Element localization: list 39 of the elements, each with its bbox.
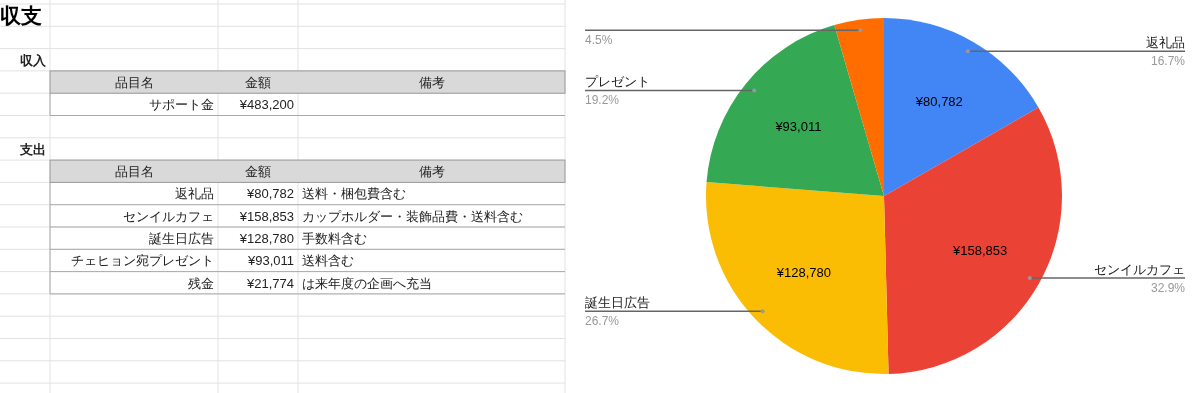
text: 備考 xyxy=(418,74,445,90)
text: 残金 xyxy=(188,275,214,291)
slice-label: センイルカフェ xyxy=(1094,262,1185,278)
text: 送料・梱包費含む xyxy=(302,186,406,202)
data-label: ¥128,780 xyxy=(775,264,832,280)
text: 支出 xyxy=(19,141,46,157)
text: 4.5% xyxy=(585,33,613,48)
data-label: ¥158,853 xyxy=(952,243,1008,259)
text: 手数料含む xyxy=(302,231,367,246)
text: 品目名 xyxy=(114,164,154,180)
text: 金額 xyxy=(245,74,271,90)
text: ¥158,853 xyxy=(238,208,294,224)
text: 備考 xyxy=(418,164,445,180)
text: 金額 xyxy=(245,164,271,180)
text: 26.7% xyxy=(585,314,620,329)
text: 32.9% xyxy=(1150,281,1186,296)
slice-label: 誕生日広告 xyxy=(585,295,650,311)
data-label: ¥80,782 xyxy=(914,93,963,109)
text: は来年度の企画へ充当 xyxy=(302,275,432,291)
text: ¥483,200 xyxy=(238,97,294,113)
text: 収支 xyxy=(0,4,42,27)
text: ¥128,780 xyxy=(238,231,294,246)
text: センイルカフェ xyxy=(123,208,214,224)
text: 誕生日広告 xyxy=(149,231,214,246)
slice-label: 返礼品 xyxy=(1146,35,1185,51)
text: チェヒョン宛プレゼント xyxy=(71,253,214,269)
slice-label: プレゼント xyxy=(585,74,650,90)
text: 品目名 xyxy=(114,74,154,90)
text: ¥93,011 xyxy=(246,253,294,269)
text: 収入 xyxy=(20,52,47,68)
text: 返礼品 xyxy=(175,186,214,202)
text: 16.7% xyxy=(1150,54,1186,69)
data-label: ¥93,011 xyxy=(774,119,822,135)
text: ¥80,782 xyxy=(246,186,294,202)
text: 送料含む xyxy=(302,253,354,269)
text: カップホルダー・装飾品費・送料含む xyxy=(302,208,523,224)
text: ¥21,774 xyxy=(246,275,294,291)
text: サポート金 xyxy=(149,97,214,113)
text: 19.2% xyxy=(585,93,620,108)
